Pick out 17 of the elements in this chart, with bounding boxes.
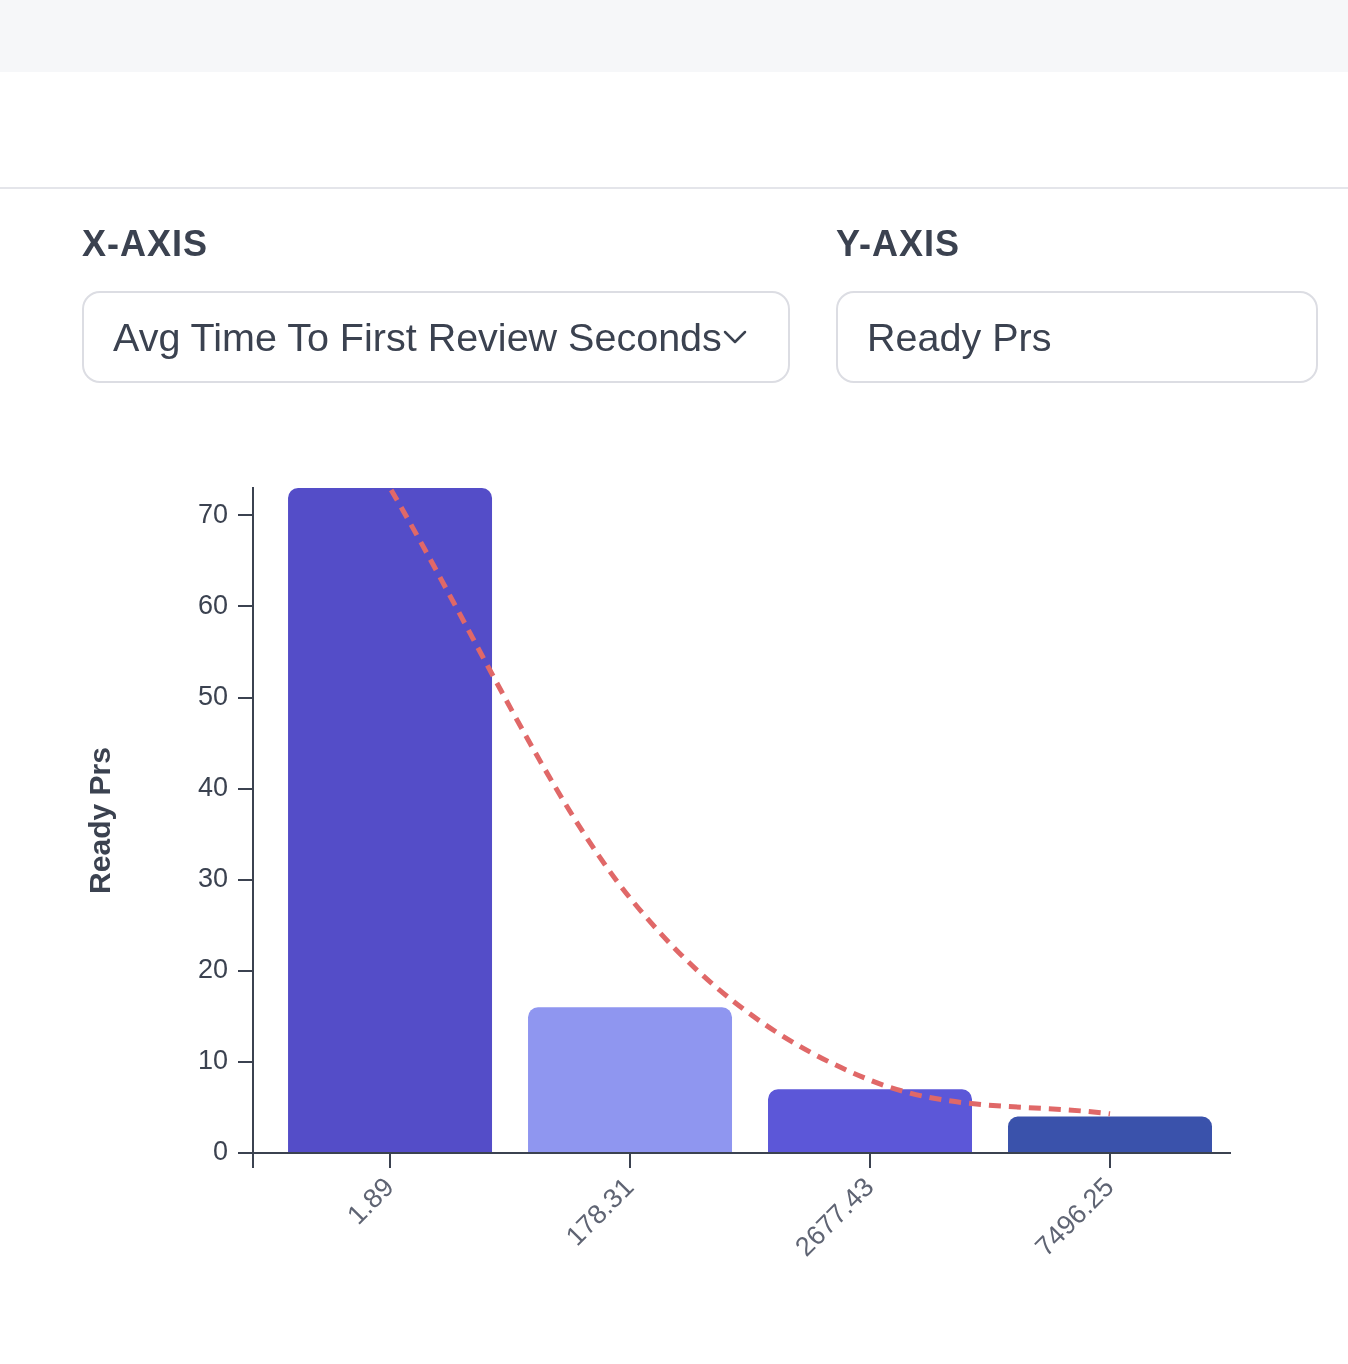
bar	[288, 488, 493, 1152]
bar	[528, 1007, 733, 1152]
y-tick-label: 60	[197, 589, 228, 620]
select-field: Avg Time To First Review Seconds	[82, 291, 790, 383]
text: Y-AXIS	[836, 223, 961, 265]
y-tick-label: 20	[197, 954, 228, 985]
y-tick-label: 10	[197, 1045, 228, 1076]
y-tick-label: 70	[197, 498, 228, 529]
bar	[1008, 1116, 1212, 1152]
text: X-AXIS	[82, 223, 209, 265]
y-tick-label: 0	[212, 1136, 228, 1167]
y-tick-label: 30	[197, 863, 228, 894]
y-tick-label: 40	[197, 772, 228, 803]
y-axis-title: Ready Prs	[83, 747, 117, 894]
select-field: Ready Prs	[836, 291, 1318, 383]
bar	[768, 1089, 973, 1152]
y-tick-label: 50	[197, 680, 228, 711]
